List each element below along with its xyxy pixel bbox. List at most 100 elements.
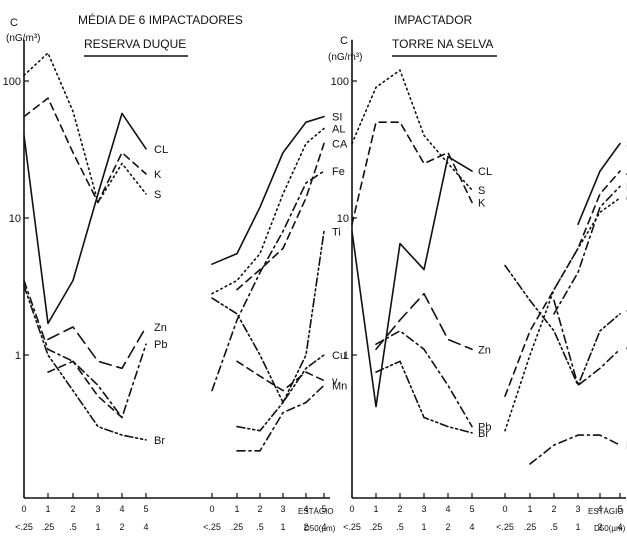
right-series-s-line — [352, 70, 472, 190]
left-series-fe-line — [212, 171, 324, 391]
right-x-d50-label: 4 — [469, 522, 474, 532]
left-series-pb-label: Pb — [154, 339, 167, 351]
right-x-d50-label: 1 — [421, 522, 426, 532]
left-series-cl-line — [24, 113, 146, 323]
left-series-br-label: Br — [154, 435, 165, 447]
left-x-stage-label: 0 — [209, 504, 214, 514]
left-series-pb-line — [24, 281, 146, 418]
left-x-stage-label: 4 — [303, 504, 308, 514]
right-panel-title: IMPACTADOR — [394, 13, 473, 27]
right-series-br-line — [376, 361, 472, 433]
left-series-ca-line — [237, 144, 324, 290]
right-x-d50-label: 2 — [597, 522, 602, 532]
left-x-stage-label: 3 — [280, 504, 285, 514]
right-x-stage-label: 3 — [421, 504, 426, 514]
left-x-d50-label: <.25 — [203, 522, 221, 532]
right-series-cl-line — [352, 157, 472, 407]
left-x-d50-label: 2 — [303, 522, 308, 532]
left-series-zn-line — [48, 327, 146, 368]
right-series-k-line — [352, 122, 472, 224]
right-y-axis-unit: (nG/m³) — [328, 52, 362, 63]
right-x-stage-label: 4 — [445, 504, 450, 514]
right-y-tick-label: 10 — [337, 213, 349, 225]
left-series-s-line — [24, 53, 146, 202]
left-series-cl-label: CL — [154, 144, 168, 156]
left-series-ca-label: CA — [332, 138, 348, 150]
left-series-v-line — [237, 361, 324, 390]
left-y-tick-label: 10 — [9, 213, 21, 225]
right-panel: IMPACTADOR TORRE NA SELVA C (nG/m³) ESTÁ… — [328, 13, 627, 533]
right-x-stage-label: 4 — [597, 504, 602, 514]
right-x-stage-label: 5 — [617, 504, 622, 514]
left-series-k-line — [24, 98, 146, 202]
left-series-cu-line — [237, 355, 324, 431]
right-series-ti-line — [505, 266, 620, 386]
right-x-d50-label: <.25 — [343, 522, 361, 532]
left-x-d50-label: .25 — [42, 522, 55, 532]
left-x-d50-label: 4 — [143, 522, 148, 532]
right-x-stage-label: 2 — [397, 504, 402, 514]
right-series-cl-label: CL — [478, 166, 492, 178]
right-x-d50-label: .5 — [550, 522, 558, 532]
left-series-zn-label: Zn — [154, 322, 167, 334]
right-x-d50-label: 4 — [617, 522, 622, 532]
left-x-stage-label: 1 — [45, 504, 50, 514]
left-panel: MÉDIA DE 6 IMPACTADORES RESERVA DUQUE C … — [3, 12, 348, 533]
left-series-mn-line — [237, 385, 324, 450]
right-x-stage-label: 0 — [502, 504, 507, 514]
right-x-stage-label: 2 — [551, 504, 556, 514]
right-series-k-label: K — [478, 197, 486, 209]
left-series-br-line — [24, 286, 146, 440]
right-y-axis-label: C — [340, 35, 348, 47]
right-y-tick-label: 100 — [331, 76, 349, 88]
left-series-s-label: S — [154, 189, 161, 201]
left-y-axis-label: C — [10, 17, 18, 29]
left-series-si-label: SI — [332, 112, 342, 124]
left-x-d50-label: 1 — [280, 522, 285, 532]
left-x-stage-label: 0 — [21, 504, 26, 514]
left-series-fe-label: Fe — [332, 166, 345, 178]
right-panel-subtitle: TORRE NA SELVA — [392, 37, 493, 51]
right-x-stage-label: 1 — [527, 504, 532, 514]
left-x-d50-label: 1 — [95, 522, 100, 532]
right-x-d50-label: .25 — [370, 522, 383, 532]
left-x-stage-label: 3 — [95, 504, 100, 514]
right-series-zn-label: Zn — [478, 344, 491, 356]
left-series-mn-label: Mn — [332, 380, 347, 392]
left-x-d50-label: <.25 — [15, 522, 33, 532]
left-x-stage-label: 2 — [257, 504, 262, 514]
left-y-tick-label: 100 — [3, 76, 21, 88]
right-x-stage-label: 5 — [469, 504, 474, 514]
left-x-stage-label: 5 — [321, 504, 326, 514]
left-series-ti-label: Ti — [332, 226, 341, 238]
left-x-stage-label: 5 — [143, 504, 148, 514]
right-series-ca-line — [505, 198, 620, 431]
left-x-stage-label: 1 — [234, 504, 239, 514]
left-panel-subtitle: RESERVA DUQUE — [84, 37, 186, 51]
right-series-v-line — [554, 301, 620, 386]
left-x-d50-label: .5 — [256, 522, 264, 532]
right-y-tick-label: 1 — [343, 350, 349, 362]
right-x-d50-label: .5 — [396, 522, 404, 532]
right-series-s-label: S — [478, 185, 485, 197]
left-series-al-line — [212, 129, 324, 294]
right-x-d50-label: .25 — [524, 522, 537, 532]
left-x-axis-d50-title: D50(µm) — [304, 524, 336, 533]
left-series-k-label: K — [154, 169, 162, 181]
right-series-br-label: Br — [478, 428, 489, 440]
right-series-zn-line — [376, 294, 472, 350]
right-series-pb-line — [376, 331, 472, 427]
left-x-stage-label: 2 — [70, 504, 75, 514]
left-x-d50-label: .5 — [69, 522, 77, 532]
left-x-d50-label: .25 — [231, 522, 244, 532]
left-series-si-line — [212, 117, 324, 265]
right-x-stage-label: 1 — [373, 504, 378, 514]
left-y-tick-label: 1 — [15, 350, 21, 362]
left-x-stage-label: 4 — [119, 504, 124, 514]
right-x-d50-label: 1 — [575, 522, 580, 532]
left-panel-title: MÉDIA DE 6 IMPACTADORES — [78, 12, 243, 27]
right-x-d50-label: <.25 — [496, 522, 514, 532]
right-x-stage-label: 0 — [349, 504, 354, 514]
left-x-d50-label: 4 — [321, 522, 326, 532]
